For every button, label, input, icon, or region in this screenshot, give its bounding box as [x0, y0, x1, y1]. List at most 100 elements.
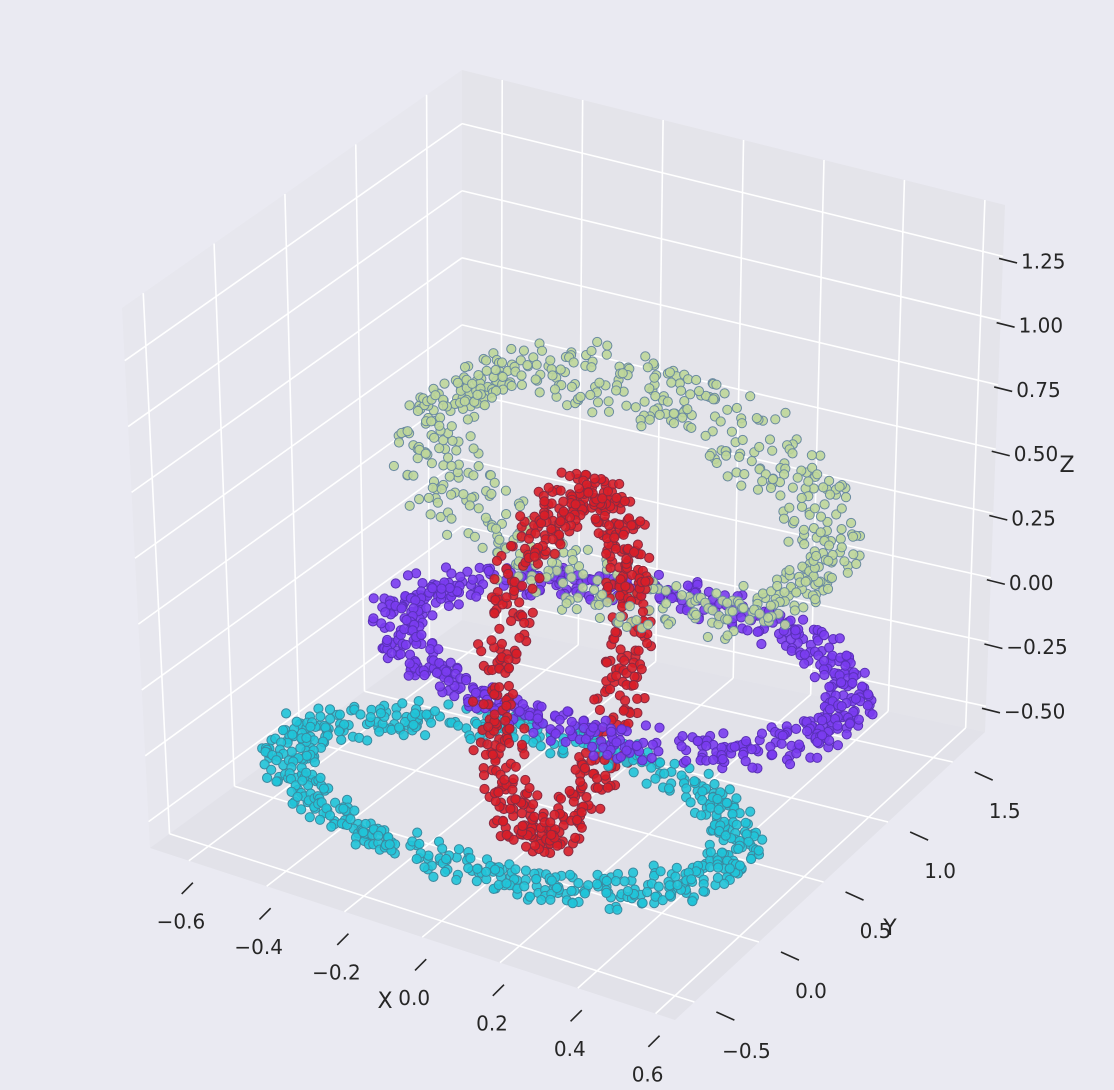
data-point-series-3 — [404, 500, 415, 511]
data-point-series-1 — [756, 728, 768, 739]
y-tick-mark — [909, 831, 929, 841]
data-point-series-1 — [470, 687, 481, 699]
data-point-series-1 — [681, 755, 692, 766]
data-point-series-0 — [472, 863, 483, 874]
data-point-series-3 — [823, 555, 834, 567]
data-point-series-3 — [791, 587, 802, 598]
data-point-series-2 — [498, 816, 509, 827]
data-point-series-3 — [693, 386, 705, 397]
data-point-series-2 — [564, 785, 575, 797]
data-point-series-0 — [650, 773, 661, 784]
data-point-series-1 — [631, 740, 642, 752]
data-point-series-2 — [501, 700, 512, 712]
grid-z-left — [134, 324, 463, 559]
data-point-series-1 — [382, 634, 393, 646]
data-point-series-1 — [784, 759, 796, 770]
data-point-series-3 — [477, 542, 488, 554]
data-point-series-1 — [399, 624, 410, 635]
x-tick-mark — [647, 1035, 661, 1048]
data-point-series-3 — [726, 426, 738, 437]
data-point-series-3 — [516, 379, 528, 391]
data-point-series-3 — [426, 416, 437, 427]
data-point-series-1 — [588, 722, 599, 733]
data-point-series-3 — [388, 460, 399, 472]
data-point-series-0 — [579, 888, 591, 899]
data-point-series-3 — [473, 503, 484, 514]
data-point-series-0 — [391, 710, 402, 721]
data-point-series-0 — [712, 793, 723, 805]
data-point-series-0 — [669, 758, 680, 769]
data-point-series-3 — [752, 484, 764, 495]
x-axis-label: X — [377, 989, 392, 1014]
data-point-series-1 — [653, 746, 664, 757]
data-point-series-0 — [743, 836, 754, 847]
data-point-series-0 — [567, 898, 578, 909]
data-point-series-2 — [602, 782, 613, 793]
data-point-series-3 — [660, 585, 672, 596]
data-point-series-3 — [414, 494, 425, 505]
data-point-series-2 — [527, 607, 538, 618]
data-point-series-1 — [786, 645, 797, 657]
data-point-series-3 — [592, 397, 604, 408]
data-point-series-3 — [446, 460, 457, 472]
grid-z-back — [461, 525, 989, 643]
data-point-series-0 — [414, 838, 425, 850]
data-point-series-1 — [752, 626, 763, 638]
data-point-series-1 — [640, 720, 652, 731]
data-point-series-0 — [296, 804, 307, 815]
data-point-series-2 — [508, 774, 519, 785]
data-point-series-0 — [384, 839, 395, 850]
data-point-series-0 — [428, 871, 439, 883]
data-point-series-1 — [836, 677, 847, 688]
data-point-series-3 — [489, 477, 500, 488]
data-point-series-0 — [281, 708, 292, 719]
data-point-series-1 — [836, 701, 847, 712]
data-point-series-2 — [576, 807, 587, 818]
data-point-series-1 — [368, 613, 379, 624]
data-point-series-0 — [720, 830, 731, 841]
data-point-series-3 — [561, 598, 572, 609]
data-point-series-1 — [427, 610, 438, 621]
data-point-series-0 — [724, 863, 735, 874]
grid-y-left — [354, 144, 366, 692]
data-point-series-0 — [349, 805, 360, 816]
data-point-series-0 — [301, 767, 312, 778]
data-point-series-3 — [722, 630, 733, 641]
data-point-series-2 — [626, 520, 637, 531]
data-point-series-3 — [438, 400, 449, 411]
data-point-series-2 — [547, 534, 558, 545]
data-point-series-2 — [605, 562, 616, 574]
data-point-series-1 — [562, 706, 573, 717]
data-point-series-1 — [560, 736, 571, 748]
data-point-series-3 — [514, 501, 526, 512]
data-point-series-1 — [554, 714, 565, 726]
data-point-series-2 — [568, 796, 579, 807]
data-point-series-2 — [478, 699, 489, 710]
data-point-series-0 — [421, 709, 432, 720]
data-point-series-1 — [449, 691, 460, 702]
x-tick-mark — [336, 933, 350, 946]
data-point-series-3 — [408, 470, 419, 481]
data-point-series-1 — [718, 728, 729, 739]
data-point-series-3 — [481, 355, 492, 366]
data-point-series-1 — [832, 740, 844, 751]
data-point-series-2 — [589, 694, 600, 705]
data-point-series-1 — [824, 735, 835, 746]
data-point-series-3 — [765, 600, 776, 611]
data-point-series-3 — [822, 583, 834, 595]
data-point-series-0 — [709, 779, 720, 790]
x-tick-mark — [570, 1009, 583, 1022]
data-point-series-0 — [670, 871, 681, 882]
data-point-series-3 — [573, 561, 585, 572]
data-point-series-3 — [772, 580, 783, 592]
data-point-series-0 — [524, 891, 536, 902]
data-point-series-1 — [528, 727, 539, 738]
data-point-series-1 — [791, 723, 802, 735]
grid-z-left — [141, 458, 463, 691]
data-point-series-2 — [572, 814, 583, 826]
data-point-series-2 — [496, 638, 507, 649]
data-point-series-3 — [549, 384, 561, 395]
z-tick-mark — [981, 707, 1001, 714]
data-point-series-3 — [602, 340, 613, 351]
data-point-series-1 — [708, 754, 719, 766]
